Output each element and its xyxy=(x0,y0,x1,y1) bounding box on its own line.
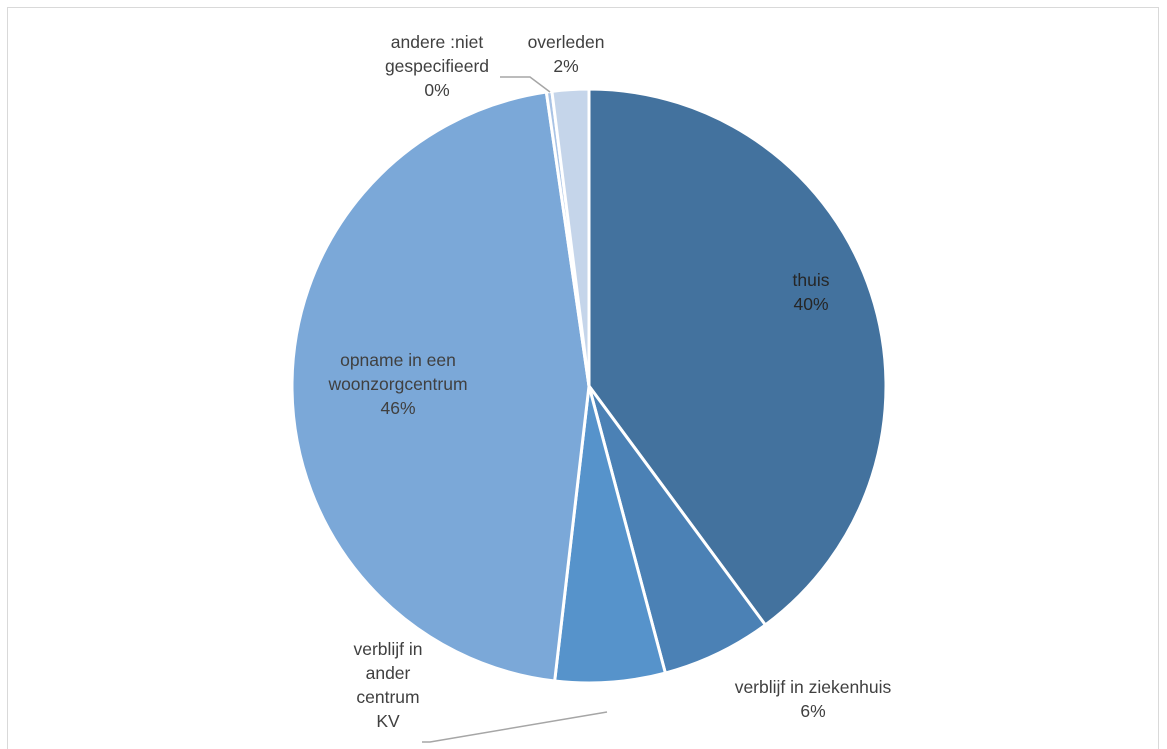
data-label-text: centrum xyxy=(356,687,419,707)
leader-line xyxy=(422,711,608,743)
leader-line xyxy=(500,76,551,93)
pie-slice xyxy=(550,87,591,388)
pie-slice xyxy=(290,90,591,683)
data-label-text: gespecifieerd xyxy=(385,56,489,76)
data-label-value: 2% xyxy=(553,56,578,76)
data-label-text: overleden xyxy=(528,32,605,52)
data-label-text: KV xyxy=(376,711,400,731)
data-label-text: verblijf in ziekenhuis xyxy=(735,677,892,697)
data-label-value: 40% xyxy=(793,294,828,314)
data-label: verblijf in ander centrum KV xyxy=(353,639,422,731)
data-label: overleden 2% xyxy=(528,32,605,76)
data-label: thuis 40% xyxy=(793,270,830,314)
data-label-text: opname in een xyxy=(340,350,456,370)
data-label: opname in een woonzorgcentrum 46% xyxy=(327,350,467,418)
data-label-text: ander xyxy=(366,663,411,683)
data-label-text: andere :niet xyxy=(391,32,484,52)
data-label-value: 6% xyxy=(800,701,825,721)
data-label-text: woonzorgcentrum xyxy=(327,374,467,394)
data-label: andere :niet gespecifieerd 0% xyxy=(385,32,489,100)
data-label-value: 46% xyxy=(380,398,415,418)
data-label: verblijf in ziekenhuis 6% xyxy=(735,677,892,721)
pie-slice xyxy=(587,87,888,627)
data-label-value: 0% xyxy=(424,80,449,100)
data-label-text: thuis xyxy=(793,270,830,290)
data-label-text: verblijf in xyxy=(353,639,422,659)
